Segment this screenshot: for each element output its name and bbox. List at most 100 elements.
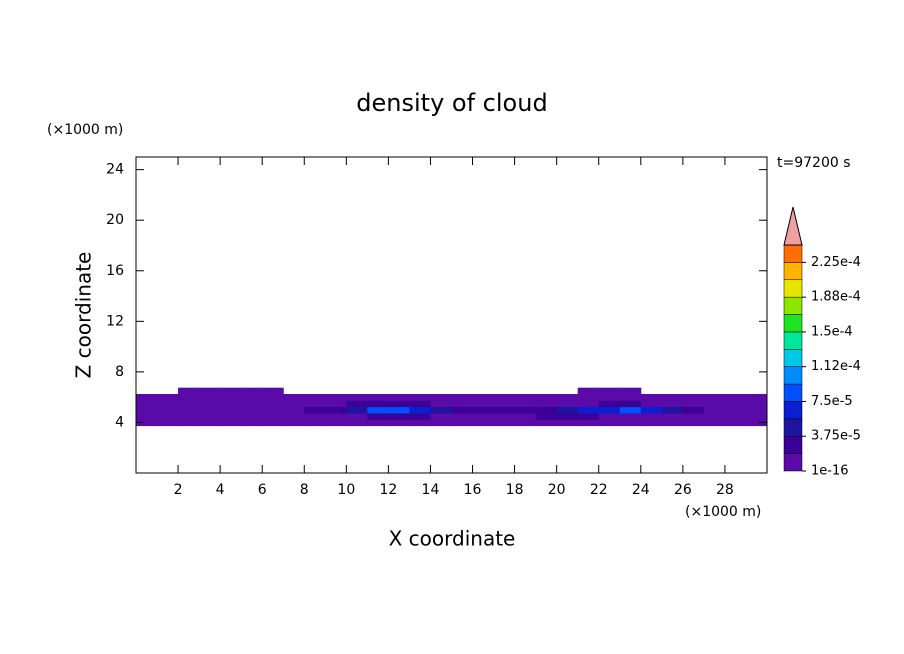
contour-cell <box>703 406 726 414</box>
contour-cell <box>178 387 200 395</box>
contour-cell <box>199 394 221 401</box>
contour-cell <box>556 412 579 420</box>
contour-cell <box>514 406 537 414</box>
colorbar-band <box>783 453 803 472</box>
contour-cell <box>535 406 558 414</box>
contour-cell <box>577 400 600 408</box>
contour-cell <box>493 406 516 414</box>
contour-cell <box>262 419 284 427</box>
contour-cell <box>724 406 747 414</box>
contour-cell <box>199 387 221 395</box>
contour-cell <box>661 394 684 401</box>
contour-cell <box>346 406 368 414</box>
contour-cell <box>241 419 263 427</box>
contour-cell <box>283 412 305 420</box>
contour-cell <box>304 419 326 427</box>
contour-cell <box>346 394 368 401</box>
contour-cell <box>619 412 642 420</box>
contour-cell <box>325 406 347 414</box>
contour-cell <box>556 406 579 414</box>
contour-cell <box>409 406 431 414</box>
contour-cell <box>661 406 684 414</box>
contour-cell <box>283 406 305 414</box>
contour-cell <box>472 406 495 414</box>
x-tick-label: 4 <box>216 482 225 498</box>
contour-cell <box>703 394 726 401</box>
contour-cell <box>304 412 326 420</box>
contour-cell <box>262 412 284 420</box>
x-tick-label: 6 <box>258 482 267 498</box>
x-tick-label: 22 <box>590 482 608 498</box>
colorbar-tick-label: 3.75e-5 <box>811 429 861 444</box>
contour-cell <box>724 394 747 401</box>
contour-cell <box>472 400 495 408</box>
contour-cell <box>157 400 179 408</box>
contour-cell <box>745 394 768 401</box>
contour-cell <box>682 400 705 408</box>
colorbar-band <box>783 366 803 385</box>
contour-cell <box>157 412 179 420</box>
x-tick-label: 14 <box>422 482 440 498</box>
contour-cell <box>220 412 242 420</box>
contour-cell <box>430 400 452 408</box>
contour-cell <box>556 400 579 408</box>
contour-cell <box>514 400 537 408</box>
contour-cell <box>241 394 263 401</box>
x-axis-label: X coordinate <box>389 527 516 551</box>
contour-cell <box>220 406 242 414</box>
x-tick-label: 16 <box>464 482 482 498</box>
contour-cell <box>703 400 726 408</box>
x-tick-label: 20 <box>548 482 566 498</box>
colorbar-tick-label: 1e-16 <box>811 464 849 479</box>
contour-cell <box>472 412 495 420</box>
contour-cell <box>724 400 747 408</box>
contour-cell <box>661 400 684 408</box>
colorbar-band <box>783 331 803 350</box>
contour-cell <box>493 419 516 427</box>
contour-cell <box>598 412 621 420</box>
contour-cell <box>241 400 263 408</box>
colorbar-band <box>783 262 803 281</box>
contour-cell <box>283 400 305 408</box>
contour-cell <box>682 406 705 414</box>
contour-cell <box>262 394 284 401</box>
contour-cell <box>388 394 410 401</box>
contour-cell <box>598 400 621 408</box>
contour-cell <box>724 419 747 427</box>
y-tick-label: 12 <box>106 313 124 329</box>
contour-cell <box>556 419 579 427</box>
contour-cell <box>409 419 431 427</box>
contour-cell <box>619 400 642 408</box>
contour-cell <box>199 400 221 408</box>
contour-cell <box>619 387 642 395</box>
contour-cell <box>199 406 221 414</box>
contour-cell <box>451 419 474 427</box>
contour-cell <box>346 412 368 420</box>
contour-cell <box>682 412 705 420</box>
contour-cell <box>220 394 242 401</box>
contour-cell <box>346 400 368 408</box>
contour-cell <box>745 406 768 414</box>
time-annotation: t=97200 s <box>777 155 851 171</box>
contour-cell <box>514 394 537 401</box>
contour-cell <box>325 394 347 401</box>
contour-cell <box>178 406 200 414</box>
x-tick-label: 8 <box>300 482 309 498</box>
contour-cell <box>430 412 452 420</box>
contour-cell <box>178 400 200 408</box>
x-unit: (×1000 m) <box>685 504 761 520</box>
contour-cell <box>346 419 368 427</box>
contour-cell <box>367 419 389 427</box>
contour-cell <box>640 412 663 420</box>
contour-cell <box>661 419 684 427</box>
contour-cell <box>682 419 705 427</box>
contour-cell <box>451 394 474 401</box>
y-tick-label: 8 <box>115 364 124 380</box>
contour-cell <box>472 394 495 401</box>
contour-cell <box>241 387 263 395</box>
contour-cell <box>619 419 642 427</box>
contour-cell <box>136 412 158 420</box>
contour-cell <box>136 400 158 408</box>
contour-cell <box>430 419 452 427</box>
